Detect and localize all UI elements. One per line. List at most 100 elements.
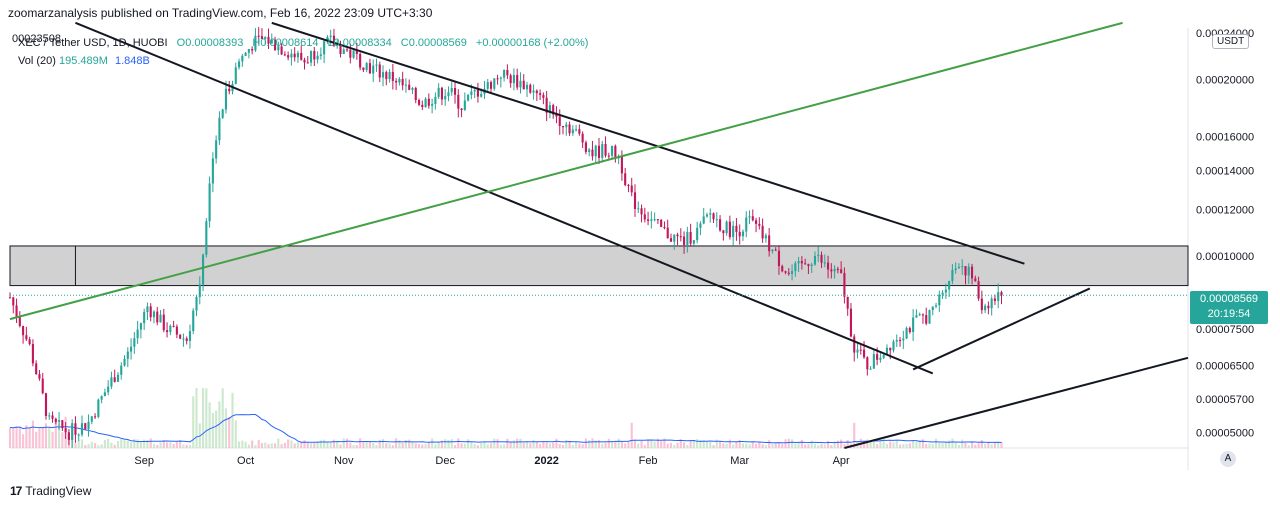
legend-volume-label[interactable]: Vol (20)	[18, 55, 56, 67]
volume-bar	[925, 444, 928, 448]
candle-body	[679, 236, 682, 238]
volume-bar	[339, 444, 342, 448]
volume-bar	[741, 443, 745, 448]
volume-bar	[804, 444, 807, 448]
volume-bar	[601, 443, 604, 448]
candle-body	[532, 90, 535, 93]
volume-bar	[987, 441, 990, 448]
volume-bar	[28, 427, 31, 448]
candle-body	[365, 63, 368, 70]
volume-bar	[653, 441, 656, 448]
volume-bar	[552, 442, 555, 448]
volume-bar	[244, 441, 247, 448]
volume-bar	[921, 439, 925, 448]
volume-bar	[496, 439, 499, 448]
candle-body	[332, 35, 336, 46]
volume-bar	[954, 442, 957, 448]
candle-body	[627, 185, 630, 187]
volume-bar	[951, 438, 954, 448]
candle-body	[647, 219, 650, 221]
candle-body	[355, 50, 358, 54]
candle-body	[326, 37, 329, 42]
volume-bar	[826, 440, 830, 448]
volume-bar	[283, 442, 286, 448]
candle-body	[467, 95, 470, 101]
candle-body	[748, 216, 751, 218]
candle-body	[892, 341, 895, 351]
candle-body	[80, 423, 84, 435]
candle-body	[918, 314, 921, 316]
y-tick-label: 0.00010000	[1196, 251, 1254, 263]
volume-bar	[650, 438, 653, 448]
candle-body	[732, 225, 735, 238]
volume-bar	[372, 443, 375, 448]
volume-bar	[794, 443, 797, 448]
volume-bar	[970, 441, 974, 448]
volume-bar	[90, 441, 93, 448]
candle-body	[480, 93, 483, 97]
volume-bar	[532, 440, 535, 448]
currency-button[interactable]: USDT	[1212, 34, 1250, 49]
volume-bar	[735, 441, 738, 448]
volume-bar	[489, 443, 493, 448]
candle-body	[633, 192, 637, 209]
legend-symbol[interactable]: XEC / Tether USD, 1D, HUOBI	[18, 37, 168, 49]
last-price-badge: 0.00008569 20:19:54	[1190, 291, 1268, 324]
volume-bar	[133, 438, 136, 448]
volume-bar	[673, 444, 676, 448]
legend-change: +0.00000168 (+2.00%)	[475, 37, 589, 49]
candle-body	[575, 129, 578, 131]
volume-bar	[990, 444, 993, 448]
candle-body	[251, 48, 254, 51]
candle-body	[473, 89, 476, 92]
candle-body	[146, 306, 149, 313]
volume-bar	[941, 443, 944, 448]
volume-bar	[647, 439, 650, 448]
candle-body	[768, 235, 771, 252]
volume-bar	[771, 443, 774, 448]
volume-bar	[156, 445, 159, 448]
candle-body	[450, 87, 453, 93]
candle-body	[110, 377, 113, 387]
volume-bar	[18, 426, 21, 448]
candle-body	[411, 88, 414, 90]
x-tick-label: 2022	[534, 455, 558, 467]
candle-body	[257, 35, 260, 37]
volume-bar	[313, 442, 316, 448]
candle-body	[565, 124, 568, 128]
volume-bar	[529, 443, 532, 448]
candle-body	[287, 55, 290, 58]
candle-body	[372, 65, 375, 74]
volume-bar	[378, 439, 381, 448]
volume-bar	[182, 444, 185, 448]
volume-bar	[74, 443, 77, 448]
volume-bar	[591, 438, 594, 448]
volume-bar	[159, 442, 162, 448]
candle-body	[581, 133, 584, 143]
volume-bar	[362, 441, 365, 448]
candle-body	[493, 78, 496, 89]
volume-bar	[38, 428, 41, 448]
volume-bar	[889, 441, 892, 448]
candle-body	[853, 336, 856, 353]
volume-bar	[381, 438, 385, 448]
volume-bar	[205, 388, 208, 448]
candle-body	[143, 312, 146, 324]
candle-body	[954, 268, 957, 270]
candle-body	[309, 50, 313, 63]
candle-body	[12, 297, 15, 306]
volume-bar	[162, 440, 165, 448]
volume-bar	[689, 439, 692, 448]
candle-body	[218, 117, 221, 141]
volume-bar	[879, 438, 882, 448]
volume-bar	[781, 443, 784, 448]
candle-body	[535, 90, 538, 94]
volume-bar	[453, 445, 457, 448]
candle-body	[457, 94, 460, 109]
candle-body	[594, 145, 597, 157]
auto-scale-button[interactable]: A	[1220, 451, 1236, 467]
candle-body	[44, 393, 48, 417]
candle-body	[640, 208, 643, 215]
volume-bar	[872, 439, 875, 448]
